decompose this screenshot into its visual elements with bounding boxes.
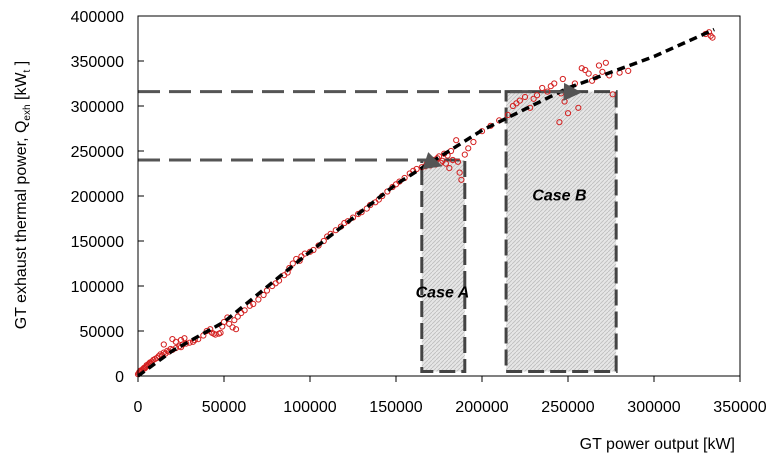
x-tick-label-4: 200000 — [455, 399, 508, 416]
x-ticks: 0 50000 100000 150000 200000 250000 300000 3500… — [134, 376, 766, 416]
data-point-64 — [256, 297, 261, 302]
y-tick-label-6: 300000 — [71, 99, 124, 116]
data-point-153 — [586, 71, 591, 76]
y-axis-title: GT exhaust thermal power, Qexh [kWt ] — [13, 61, 33, 329]
data-point-121 — [454, 138, 459, 143]
data-point-145 — [560, 76, 565, 81]
y-tick-label-5: 250000 — [71, 144, 124, 161]
y-axis-title-subscript: exh — [22, 104, 33, 120]
x-tick-label-5: 250000 — [541, 399, 594, 416]
y-axis-title-main: GT exhaust thermal power, Q — [13, 121, 30, 330]
y-tick-label-2: 100000 — [71, 279, 124, 296]
case-label-1: Case B — [532, 188, 586, 205]
data-point-156 — [596, 63, 601, 68]
y-axis-title-units-open: [kW — [13, 72, 30, 105]
y-tick-label-0: 0 — [115, 369, 124, 386]
y-tick-label-3: 150000 — [71, 234, 124, 251]
data-point-40 — [170, 337, 175, 342]
x-tick-label-7: 350000 — [713, 399, 766, 416]
x-tick-label-1: 50000 — [202, 399, 247, 416]
data-point-39 — [161, 342, 166, 347]
case-box-fill-0 — [422, 160, 465, 372]
data-point-35 — [187, 340, 192, 345]
x-tick-label-0: 0 — [134, 399, 143, 416]
data-point-162 — [626, 68, 631, 73]
data-point-141 — [548, 84, 553, 89]
data-point-51 — [218, 330, 223, 335]
data-point-127 — [471, 139, 476, 144]
data-point-41 — [173, 339, 178, 344]
y-tick-label-1: 50000 — [80, 324, 125, 341]
data-point-125 — [462, 152, 467, 157]
x-axis-title: GT power output [kW] — [580, 436, 735, 453]
x-tick-label-2: 100000 — [283, 399, 336, 416]
data-point-157 — [600, 69, 605, 74]
y-ticks: 0 50000 100000 150000 200000 250000 300000 3500… — [71, 9, 144, 386]
data-point-68 — [273, 281, 278, 286]
y-tick-label-4: 200000 — [71, 189, 124, 206]
data-point-142 — [552, 81, 557, 86]
y-tick-label-8: 400000 — [71, 9, 124, 26]
x-tick-label-6: 300000 — [627, 399, 680, 416]
data-point-126 — [466, 146, 471, 151]
data-point-158 — [603, 60, 608, 65]
case-box-fill-1 — [506, 92, 616, 372]
case-label-0: Case A — [416, 285, 470, 302]
y-axis-title-units-close: ] — [13, 61, 30, 70]
data-point-139 — [540, 85, 545, 90]
x-tick-label-3: 150000 — [369, 399, 422, 416]
y-tick-label-7: 350000 — [71, 54, 124, 71]
case-boxes-layer — [422, 92, 616, 372]
arrow-shaft-0 — [424, 160, 426, 161]
